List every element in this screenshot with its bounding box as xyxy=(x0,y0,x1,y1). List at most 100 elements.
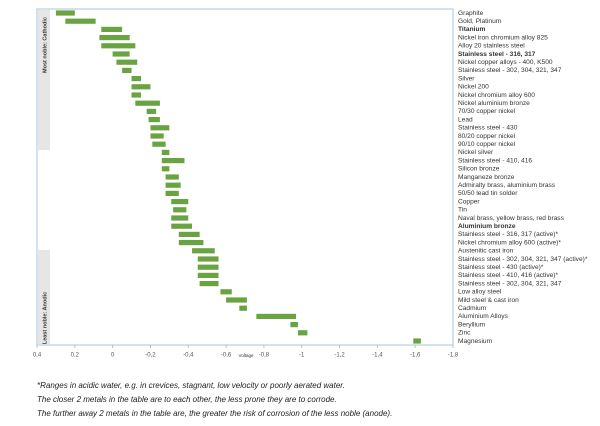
bar xyxy=(65,18,96,24)
bar xyxy=(220,289,232,295)
category-label: Zinc xyxy=(458,330,471,337)
category-label: Naval brass, yellow brass, red brass xyxy=(458,215,565,222)
category-label: Nickel iron chromium alloy 825 xyxy=(458,34,548,41)
bar xyxy=(99,35,130,41)
category-label: Nickel 200 xyxy=(458,84,489,91)
plot-area xyxy=(36,8,454,346)
category-label: Lead xyxy=(458,116,473,123)
bar xyxy=(152,141,166,147)
category-label: Stainless steel - 302, 304, 321, 347 (ac… xyxy=(458,256,588,263)
x-tick-label: 0,4 xyxy=(33,353,42,359)
bar xyxy=(122,67,132,73)
bar xyxy=(165,182,181,188)
category-label: Tin xyxy=(458,207,467,214)
bar xyxy=(178,231,200,237)
bar xyxy=(197,272,219,278)
category-label: Nickel silver xyxy=(458,149,494,156)
x-tick-label: -1 xyxy=(299,353,305,359)
category-label: Aluminium Alloys xyxy=(458,313,509,320)
x-tick-label: 0,2 xyxy=(71,353,80,359)
category-label: Stainless steel - 410, 416 (active)* xyxy=(458,272,558,279)
category-label: 90/10 copper nickel xyxy=(458,141,516,148)
category-label: Cadmium xyxy=(458,305,487,312)
bar xyxy=(161,158,185,164)
bar xyxy=(171,223,193,229)
bar xyxy=(165,190,179,196)
category-label: Silver xyxy=(458,75,475,82)
category-label: Admiralty brass, aluminium brass xyxy=(458,182,556,189)
category-label: Stainless steel - 302, 304, 321, 347 xyxy=(458,67,562,74)
bar xyxy=(297,330,308,336)
note: The further away 2 metals in the table a… xyxy=(37,409,392,418)
category-label: Stainless steel - 430 xyxy=(458,125,518,132)
side-label: Most noble: Cathodic xyxy=(42,17,48,73)
bar xyxy=(290,322,298,328)
bar xyxy=(146,108,157,114)
bar xyxy=(165,174,179,180)
bar xyxy=(101,43,136,49)
category-label: Graphite xyxy=(458,10,484,17)
bar xyxy=(161,166,170,172)
bar xyxy=(199,281,219,287)
bar xyxy=(178,240,204,246)
x-axis-label: Voltage xyxy=(238,353,254,358)
category-label: Nickel chromium alloy 600 (active)* xyxy=(458,239,561,246)
x-tick-label: -0,4 xyxy=(183,353,194,359)
category-label: Alloy 20 stainless steel xyxy=(458,43,525,50)
category-label: Stainless steel - 316, 317 (active)* xyxy=(458,231,558,238)
category-label: Titanium xyxy=(458,26,485,33)
category-label: Nickel copper alloys - 400, K500 xyxy=(458,59,553,66)
category-label: Copper xyxy=(458,198,480,205)
category-label: Mild steel & cast iron xyxy=(458,297,519,304)
x-tick-label: -0,2 xyxy=(145,353,156,359)
bar xyxy=(171,199,189,205)
bar xyxy=(239,305,247,311)
x-tick-label: 0 xyxy=(111,353,115,359)
bar xyxy=(101,26,123,32)
x-tick-label: -1,6 xyxy=(410,353,421,359)
side-band xyxy=(38,250,50,344)
category-label: Stainless steel - 316, 317 xyxy=(458,51,536,58)
category-label: Stainless steel - 302, 304, 321, 347 xyxy=(458,280,562,287)
category-label: Nickel aluminium bronze xyxy=(458,100,530,107)
bar xyxy=(150,125,170,131)
side-band xyxy=(38,10,50,150)
bar xyxy=(197,256,219,262)
category-label: 50/50 lead tin solder xyxy=(458,190,518,197)
category-label: Magnesium xyxy=(458,338,493,345)
bar xyxy=(148,117,160,123)
bar xyxy=(413,338,421,344)
bar xyxy=(131,92,141,98)
bar xyxy=(55,10,75,16)
bar xyxy=(171,215,189,221)
note: *Ranges in acidic water, e.g. in crevice… xyxy=(37,381,345,390)
x-tick-label: -0,6 xyxy=(221,353,232,359)
x-tick-label: -0,8 xyxy=(259,353,270,359)
bar xyxy=(116,59,138,65)
side-label: Least noble: Anodic xyxy=(42,292,48,344)
bar xyxy=(112,51,130,57)
category-label: Stainless steel - 430 (active)* xyxy=(458,264,544,271)
bar xyxy=(256,313,297,319)
bar xyxy=(226,297,247,303)
bar xyxy=(150,133,164,139)
x-tick-label: -1,4 xyxy=(372,353,383,359)
category-label: Beryllium xyxy=(458,321,486,328)
bar xyxy=(131,84,151,90)
category-label: Low alloy steel xyxy=(458,289,502,296)
category-label: 70/30 copper nickel xyxy=(458,108,516,115)
bar xyxy=(161,149,170,155)
category-label: 80/20 copper nickel xyxy=(458,133,516,140)
category-label: Austenitic cast iron xyxy=(458,248,514,255)
category-label: Nickel chromium alloy 600 xyxy=(458,92,535,99)
category-label: Manganeze bronze xyxy=(458,174,515,181)
category-label: Aluminium bronze xyxy=(458,223,516,230)
category-label: Gold, Platinum xyxy=(458,18,502,25)
note: The closer 2 metals in the table are to … xyxy=(37,395,337,404)
bar xyxy=(192,248,215,254)
x-tick-label: -1,8 xyxy=(448,353,459,359)
category-label: Silicon bronze xyxy=(458,166,500,173)
bar xyxy=(135,100,160,106)
bar xyxy=(197,264,219,270)
